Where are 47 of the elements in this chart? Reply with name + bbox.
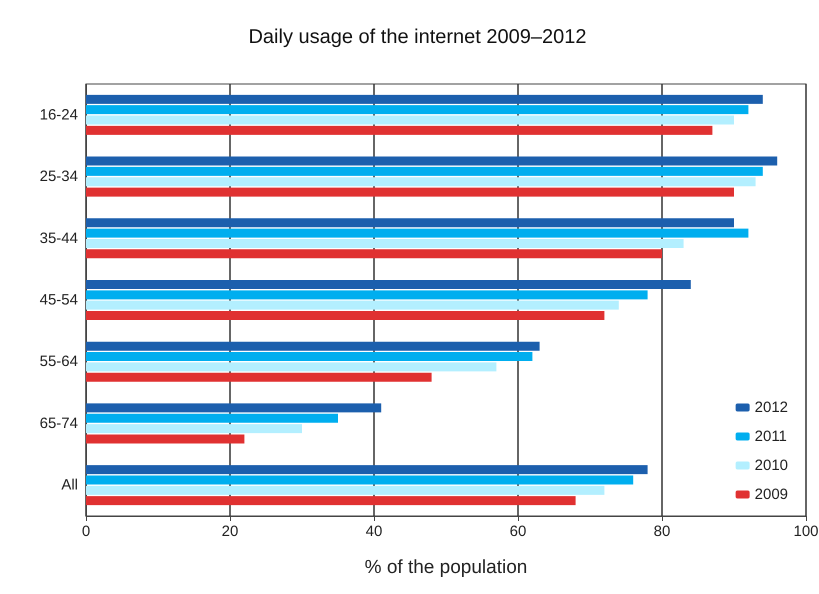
y-tick-label: 16-24 xyxy=(40,106,78,124)
bar xyxy=(86,177,756,186)
bar xyxy=(86,465,648,474)
y-tick-label: 45-54 xyxy=(40,292,78,308)
x-tick-label: 100 xyxy=(793,523,819,540)
legend-label: 2009 xyxy=(754,486,788,503)
bar xyxy=(86,372,432,382)
bar xyxy=(86,414,338,423)
y-tick-label: 65-74 xyxy=(40,414,78,432)
bar xyxy=(86,126,712,135)
bar xyxy=(86,434,244,444)
legend-label: 2011 xyxy=(754,428,787,445)
x-tick-label: 20 xyxy=(222,523,238,540)
bar xyxy=(86,342,540,351)
bar xyxy=(86,105,748,114)
y-tick-label: 25-34 xyxy=(40,168,78,186)
bar xyxy=(86,188,734,197)
bar xyxy=(86,249,662,258)
x-axis-title: % of the population xyxy=(364,557,528,578)
bar xyxy=(86,280,691,289)
bar xyxy=(86,290,648,300)
bar xyxy=(86,424,302,434)
x-tick-label: 60 xyxy=(510,523,526,540)
bar xyxy=(86,362,496,372)
legend-label: 2012 xyxy=(754,399,788,416)
bar xyxy=(86,228,748,238)
y-tick-label: All xyxy=(61,476,78,494)
bar xyxy=(86,238,684,248)
bar xyxy=(86,300,619,310)
bar xyxy=(86,496,576,506)
bar xyxy=(86,475,634,484)
bar xyxy=(86,94,763,104)
x-tick-label: 40 xyxy=(366,523,382,540)
x-tick-label: 0 xyxy=(82,523,90,540)
bar xyxy=(86,156,778,166)
bar xyxy=(86,311,604,320)
bar xyxy=(86,116,734,125)
y-tick-label: 35-44 xyxy=(40,230,78,247)
bar xyxy=(86,352,532,362)
bar xyxy=(86,218,734,228)
bar xyxy=(86,166,763,176)
x-tick-label: 80 xyxy=(654,523,670,540)
bar xyxy=(86,403,382,412)
legend-label: 2010 xyxy=(754,457,788,474)
y-tick-label: 55-64 xyxy=(40,353,78,370)
bar xyxy=(86,486,604,495)
chart-title: Daily usage of the internet 2009–2012 xyxy=(248,26,587,48)
